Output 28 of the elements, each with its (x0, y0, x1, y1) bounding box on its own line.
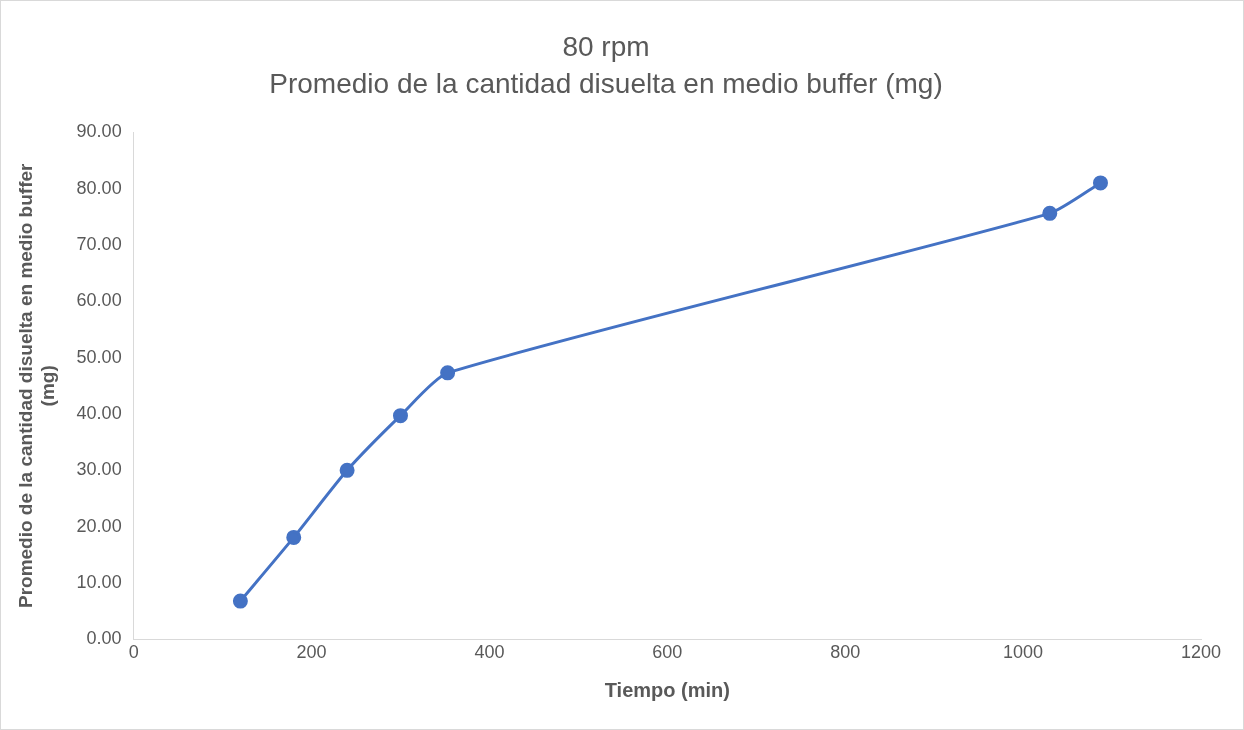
point (232, 593, 248, 609)
point (1092, 175, 1108, 191)
x-tick-label: 1000 (1003, 642, 1044, 663)
x-tick-label: 200 (296, 642, 327, 663)
y-tick-label: 70.00 (76, 233, 122, 254)
chart-subtitle: Promedio de la cantidad disuelta en medio buffer (mg) (269, 68, 943, 100)
y-tick-label: 50.00 (76, 346, 122, 367)
y-tick-label: 10.00 (76, 572, 122, 593)
x-tick-label: 800 (830, 642, 861, 663)
y-tick-label: 0.00 (86, 628, 122, 649)
point (440, 365, 456, 381)
x-tick-label: 400 (474, 642, 505, 663)
chart-title: 80 rpm (562, 30, 650, 62)
point (392, 408, 408, 424)
x-tick-label: 0 (128, 642, 139, 663)
y-tick-label: 90.00 (76, 121, 122, 142)
point (339, 462, 355, 478)
point (1042, 205, 1058, 221)
point (286, 529, 302, 545)
x-tick-label: 1200 (1180, 642, 1222, 663)
y-axis-title: Promedio de la cantidad disuelta en medio buffer (mg) (14, 162, 59, 609)
y-tick-label: 80.00 (76, 177, 122, 198)
y-tick-label: 20.00 (76, 515, 122, 536)
x-axis-title: Tiempo (min) (604, 678, 730, 701)
x-tick-label: 600 (652, 642, 683, 663)
y-tick-label: 30.00 (76, 459, 122, 480)
y-tick-label: 40.00 (76, 402, 122, 423)
y-tick-label: 60.00 (76, 290, 122, 311)
